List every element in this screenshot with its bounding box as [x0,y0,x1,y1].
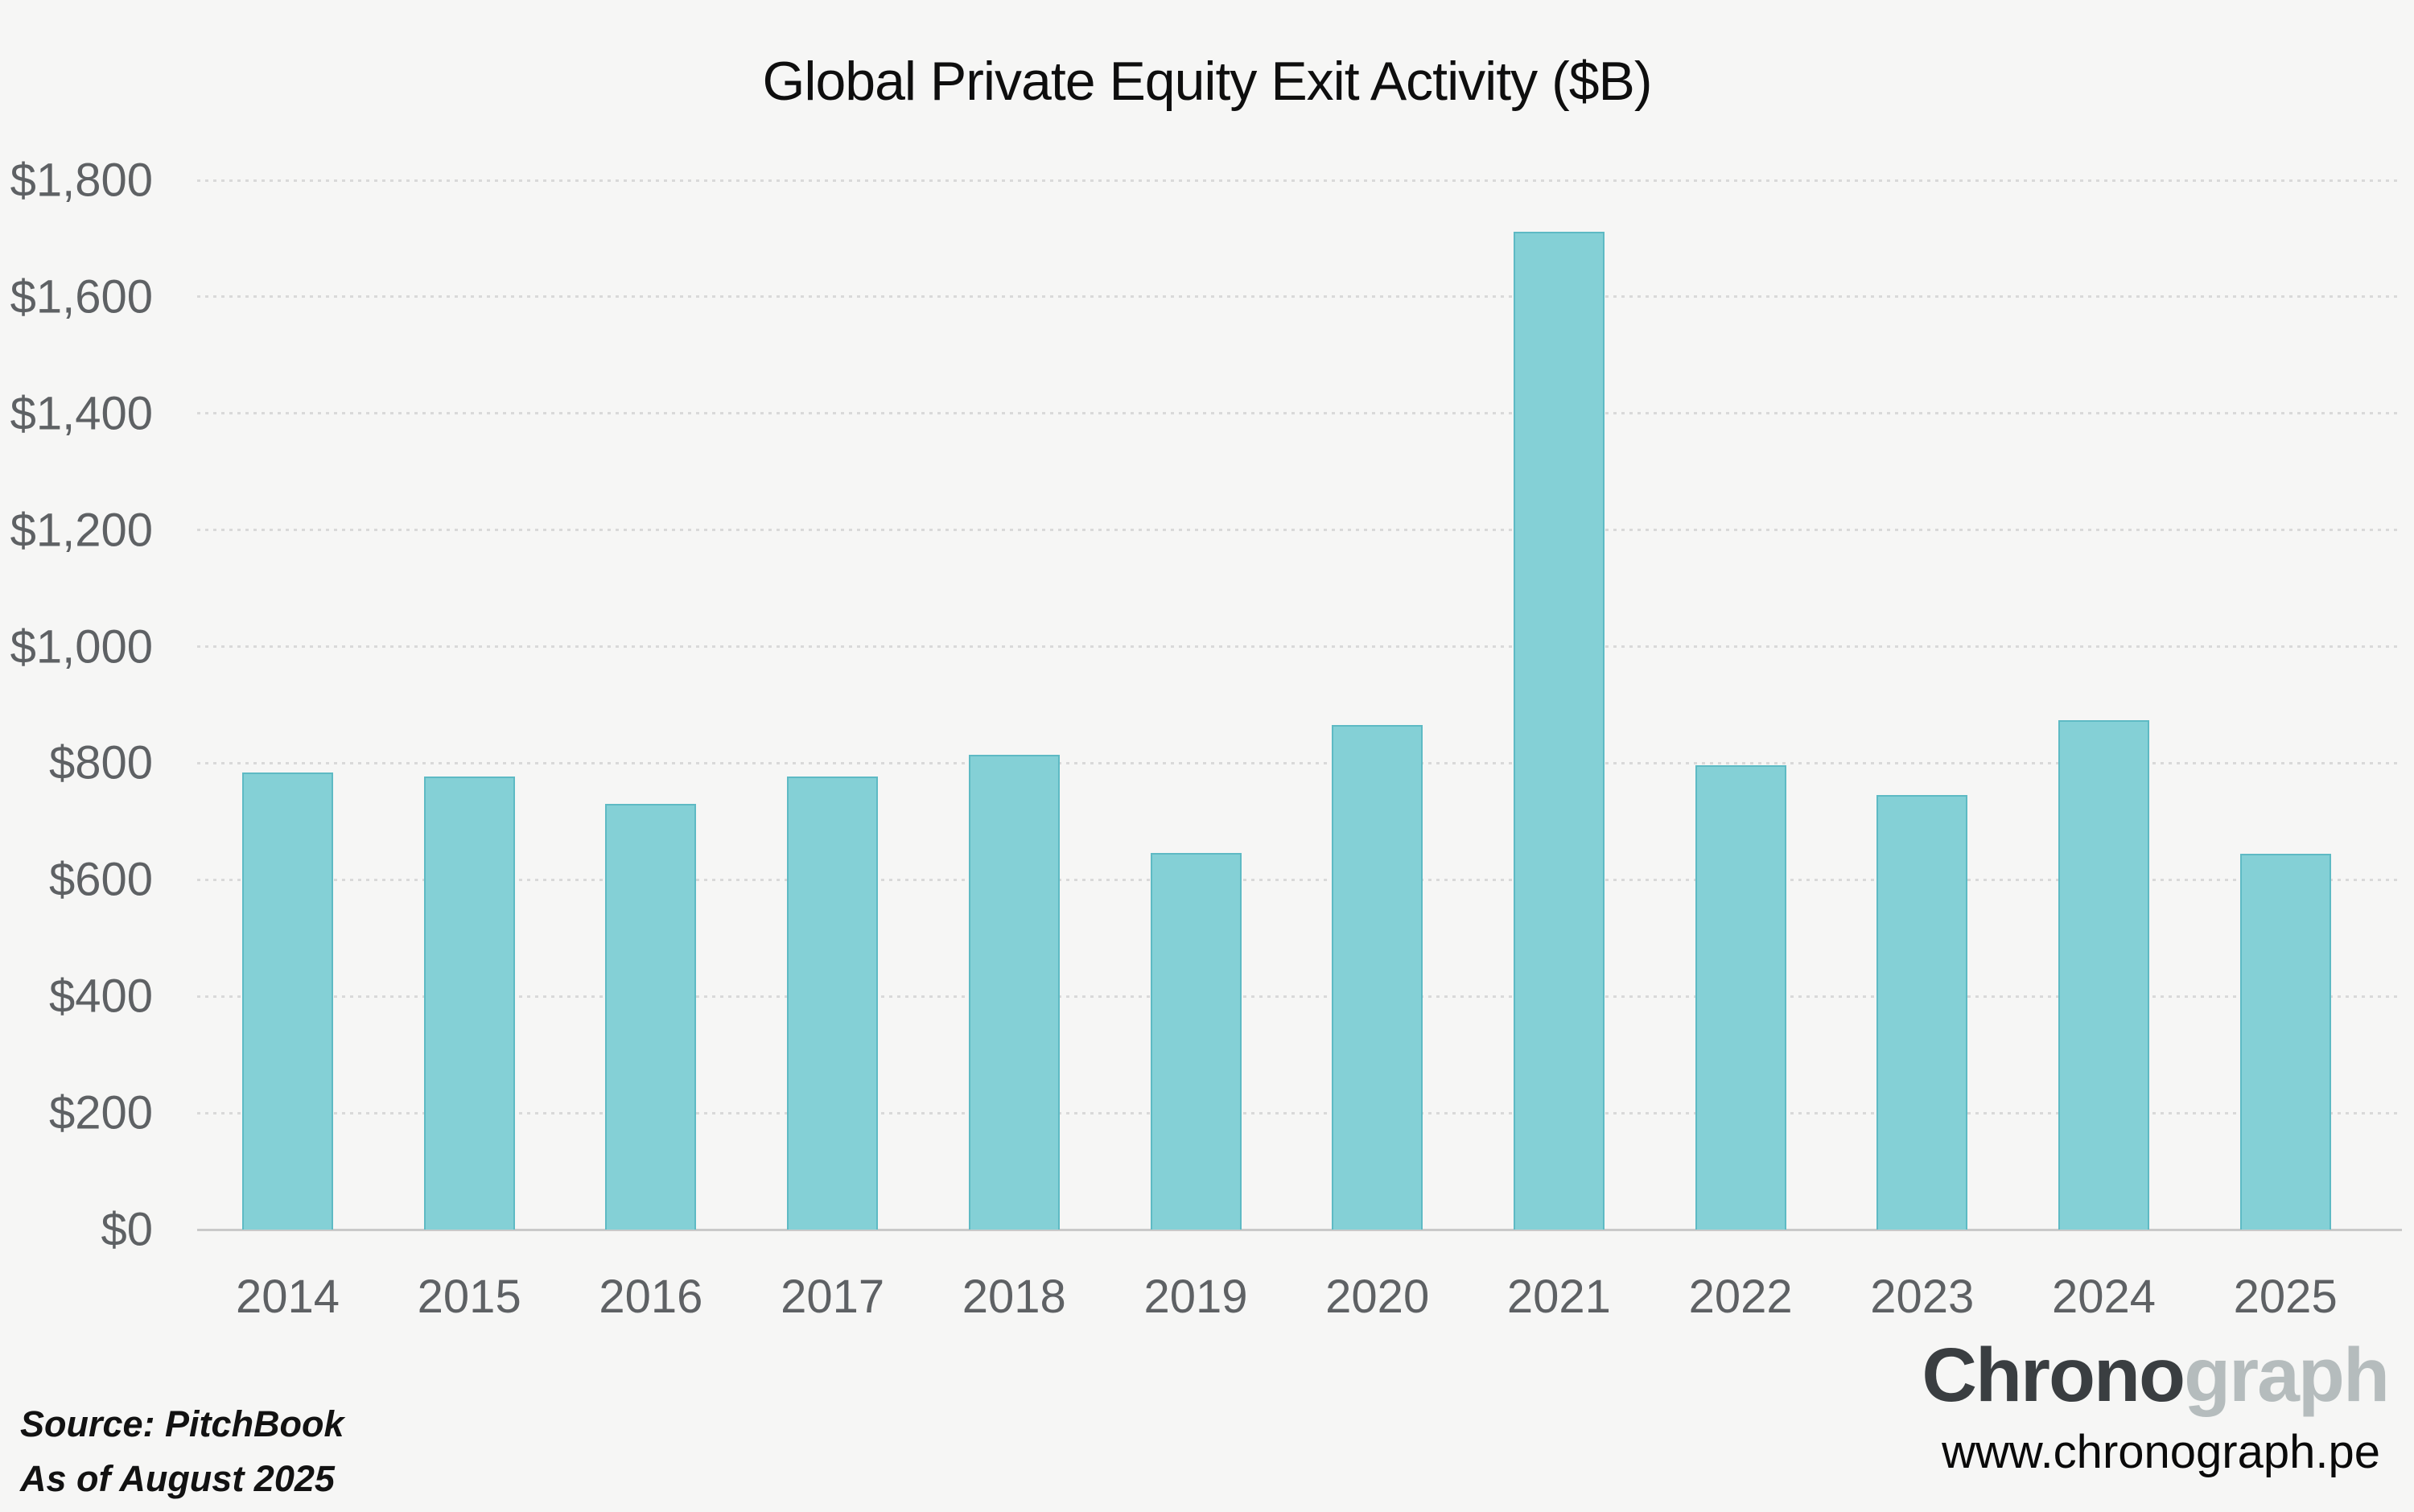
bar-2019 [1150,853,1242,1230]
bar-2018 [968,755,1060,1230]
grid-line [197,995,2402,998]
grid-line [197,1111,2402,1114]
y-axis-label: $1,200 [10,504,153,557]
grid-line [197,179,2402,182]
bar-2024 [2058,719,2149,1230]
x-axis-label-2017: 2017 [781,1271,885,1323]
y-axis-label: $200 [48,1086,153,1139]
x-axis-label-2015: 2015 [417,1271,521,1323]
bar-2020 [1332,724,1423,1230]
bar-2015 [423,777,515,1230]
x-axis-label-2025: 2025 [2233,1271,2338,1323]
bar-2021 [1513,231,1605,1230]
x-axis-label-2022: 2022 [1688,1271,1793,1323]
x-axis-label-2020: 2020 [1325,1271,1430,1323]
chart-title: Global Private Equity Exit Activity ($B) [762,51,1652,112]
brand-block: Chronograph www.chronograph.pe [1922,1337,2390,1479]
chronograph-logo: Chronograph [1922,1337,2390,1414]
grid-line [197,412,2402,415]
source-line: Source: PitchBook [20,1403,344,1444]
y-axis-label: $1,400 [10,387,153,440]
bar-2014 [242,772,333,1230]
as-of-line: As of August 2025 [20,1458,335,1499]
y-axis-label: $600 [48,853,153,906]
grid-line [197,761,2402,764]
x-axis-label-2021: 2021 [1506,1271,1611,1323]
bar-2025 [2239,853,2331,1230]
x-axis-label-2014: 2014 [235,1271,340,1323]
bar-2016 [605,804,697,1230]
x-axis-label-2016: 2016 [599,1271,703,1323]
x-axis-label-2019: 2019 [1143,1271,1248,1323]
bar-2022 [1695,764,1786,1230]
logo-text-dark: Chrono [1922,1333,2185,1418]
grid-line [197,645,2402,649]
bar-2017 [787,777,879,1230]
y-axis-label: $1,600 [10,270,153,323]
y-axis-label: $1,800 [10,154,153,207]
x-axis-label-2024: 2024 [2051,1271,2157,1323]
x-axis-line [197,1228,2402,1231]
x-axis-label-2018: 2018 [962,1271,1066,1323]
y-axis-label: $400 [48,970,153,1023]
brand-url: www.chronograph.pe [1942,1426,2380,1478]
y-axis-label: $800 [48,736,153,789]
grid-line [197,878,2402,881]
logo-text-light: graph [2184,1333,2390,1418]
grid-line [197,529,2402,532]
grid-line [197,295,2402,299]
x-axis-label-2023: 2023 [1870,1271,1975,1323]
bar-2023 [1876,794,1968,1230]
y-axis-label: $0 [101,1203,153,1256]
y-axis-label: $1,000 [10,620,153,674]
source-note: Source: PitchBook As of August 2025 [20,1397,344,1506]
